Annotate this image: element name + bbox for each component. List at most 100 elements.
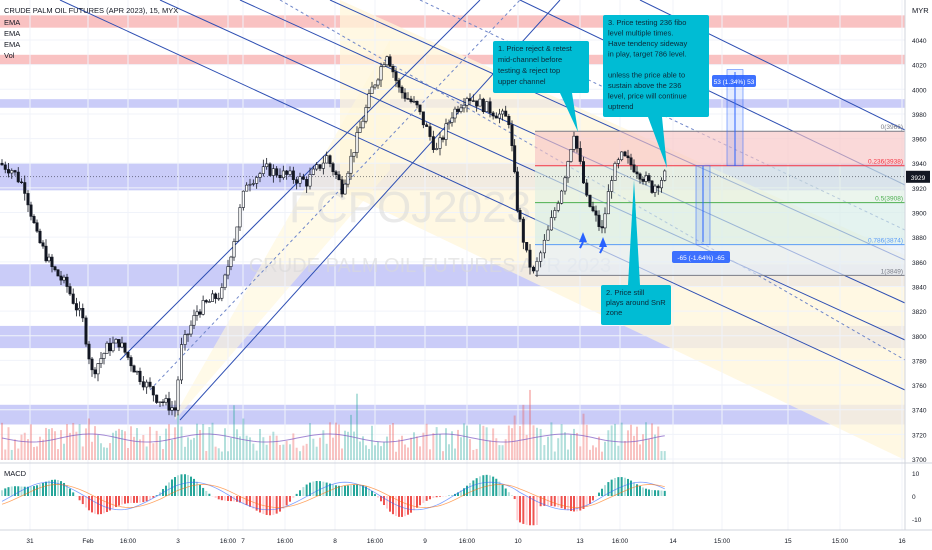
volume-bar-66 bbox=[205, 450, 208, 460]
macd-bar-94 bbox=[295, 493, 298, 496]
volume-bar-32 bbox=[100, 443, 102, 460]
macd-bar-89 bbox=[279, 496, 281, 512]
candle-body-57 bbox=[176, 379, 180, 411]
volume-bar-200 bbox=[630, 424, 632, 460]
candle-body-43 bbox=[132, 365, 136, 373]
volume-bar-179 bbox=[564, 432, 566, 460]
candle-body-190 bbox=[597, 214, 601, 227]
candle-body-3 bbox=[10, 170, 14, 174]
macd-bar-73 bbox=[227, 496, 229, 501]
macd-bar-126 bbox=[395, 496, 397, 516]
volume-bar-87 bbox=[272, 431, 275, 460]
volume-bar-181 bbox=[570, 434, 572, 460]
annotations-layer[interactable]: 1. Price reject & retest mid-channel befo… bbox=[493, 15, 709, 325]
candle-body-170 bbox=[531, 266, 535, 272]
candle-body-50 bbox=[155, 394, 159, 403]
volume-bar-160 bbox=[501, 445, 504, 460]
volume-bar-77 bbox=[239, 436, 241, 460]
volume-bar-38 bbox=[118, 428, 120, 460]
volume-bar-24 bbox=[75, 431, 78, 460]
candles-layer bbox=[0, 54, 667, 417]
macd-bar-195 bbox=[614, 477, 616, 496]
volume-bar-50 bbox=[155, 430, 158, 460]
macd-bar-210 bbox=[660, 490, 663, 496]
candle-body-119 bbox=[373, 84, 377, 88]
candle-body-56 bbox=[173, 407, 177, 411]
price-tick-9: 3880 bbox=[912, 235, 927, 242]
volume-bar-147 bbox=[460, 437, 462, 460]
volume-bar-161 bbox=[504, 439, 507, 460]
macd-bar-118 bbox=[371, 491, 373, 496]
candle-body-168 bbox=[525, 242, 529, 251]
arrow-stem-1 bbox=[599, 246, 604, 254]
macd-tick-1: 0 bbox=[912, 494, 916, 501]
annotation-note3[interactable]: 3. Price testing 236 fibo level multiple … bbox=[603, 15, 709, 168]
macd-bar-146 bbox=[457, 492, 459, 496]
volume-bar-109 bbox=[344, 430, 346, 460]
macd-bar-3 bbox=[10, 486, 13, 496]
volume-bar-124 bbox=[389, 424, 391, 460]
volume-bar-198 bbox=[624, 440, 626, 460]
volume-bar-37 bbox=[115, 430, 117, 460]
annotation-line-2-8: uptrend bbox=[608, 102, 633, 111]
candle-body-196 bbox=[616, 159, 620, 164]
macd-bar-105 bbox=[332, 484, 334, 496]
candle-body-88 bbox=[275, 168, 279, 176]
macd-bar-189 bbox=[595, 496, 597, 497]
annotation-tail-0 bbox=[560, 93, 578, 132]
candle-body-182 bbox=[572, 135, 576, 150]
annotation-line-0-3: upper channel bbox=[498, 77, 546, 86]
volume-bar-113 bbox=[356, 393, 358, 460]
macd-bar-29 bbox=[91, 496, 93, 513]
macd-tick-2: -10 bbox=[912, 517, 922, 524]
volume-bar-48 bbox=[149, 426, 151, 460]
time-tick-8: 16:00 bbox=[367, 538, 384, 545]
macd-bar-124 bbox=[389, 496, 391, 512]
annotation-line-1-1: plays around SnR bbox=[606, 298, 666, 307]
macd-bar-116 bbox=[365, 486, 367, 496]
candle-body-70 bbox=[217, 297, 221, 300]
time-tick-4: 16:00 bbox=[220, 538, 237, 545]
fibonacci-retracement[interactable]: 0(3966) 0.236(3938) 0.5(3908) 0.786(3874) 1(… bbox=[535, 124, 905, 276]
volume-bar-136 bbox=[425, 423, 428, 460]
candle-body-174 bbox=[546, 229, 550, 241]
macd-bar-136 bbox=[425, 496, 428, 501]
arrow-marker-1 bbox=[599, 237, 607, 248]
candle-body-122 bbox=[382, 64, 386, 68]
fib-label-3: 0.786(3874) bbox=[868, 238, 903, 245]
candle-body-109 bbox=[343, 183, 347, 195]
macd-bar-17 bbox=[54, 479, 56, 496]
candle-body-98 bbox=[308, 174, 312, 187]
volume-bar-62 bbox=[193, 437, 195, 460]
annotation-line-0-2: testing & reject top bbox=[498, 66, 560, 75]
measure-tools[interactable]: 53 (1.34%) 53 -65 (-1.64%) -65 bbox=[672, 69, 756, 263]
volume-bar-2 bbox=[7, 427, 10, 460]
macd-bar-151 bbox=[472, 480, 475, 496]
annotation-line-2-7: level, price will continue bbox=[608, 92, 687, 101]
time-tick-13: 16:00 bbox=[612, 538, 629, 545]
macd-bar-113 bbox=[356, 484, 358, 496]
macd-bar-131 bbox=[410, 496, 412, 513]
macd-bar-150 bbox=[469, 483, 471, 496]
volume-bar-162 bbox=[507, 425, 510, 460]
candle-body-177 bbox=[556, 203, 560, 211]
candle-body-11 bbox=[35, 222, 39, 232]
candle-body-17 bbox=[53, 266, 57, 271]
volume-bar-203 bbox=[639, 444, 641, 460]
candle-body-118 bbox=[370, 86, 374, 94]
volume-bar-169 bbox=[529, 389, 531, 460]
candle-body-129 bbox=[403, 92, 407, 99]
volume-bar-105 bbox=[332, 437, 334, 460]
candle-body-152 bbox=[475, 100, 479, 107]
candle-body-53 bbox=[164, 398, 168, 403]
candle-body-141 bbox=[441, 137, 445, 140]
macd-bar-18 bbox=[57, 480, 59, 496]
macd-bar-30 bbox=[94, 496, 96, 514]
annotation-note1[interactable]: 1. Price reject & retest mid-channel befo… bbox=[493, 41, 589, 132]
annotation-line-2-1: level multiple times. bbox=[608, 29, 673, 38]
candle-body-169 bbox=[528, 249, 532, 268]
macd-bar-25 bbox=[78, 496, 81, 501]
volume-bar-148 bbox=[463, 423, 465, 460]
